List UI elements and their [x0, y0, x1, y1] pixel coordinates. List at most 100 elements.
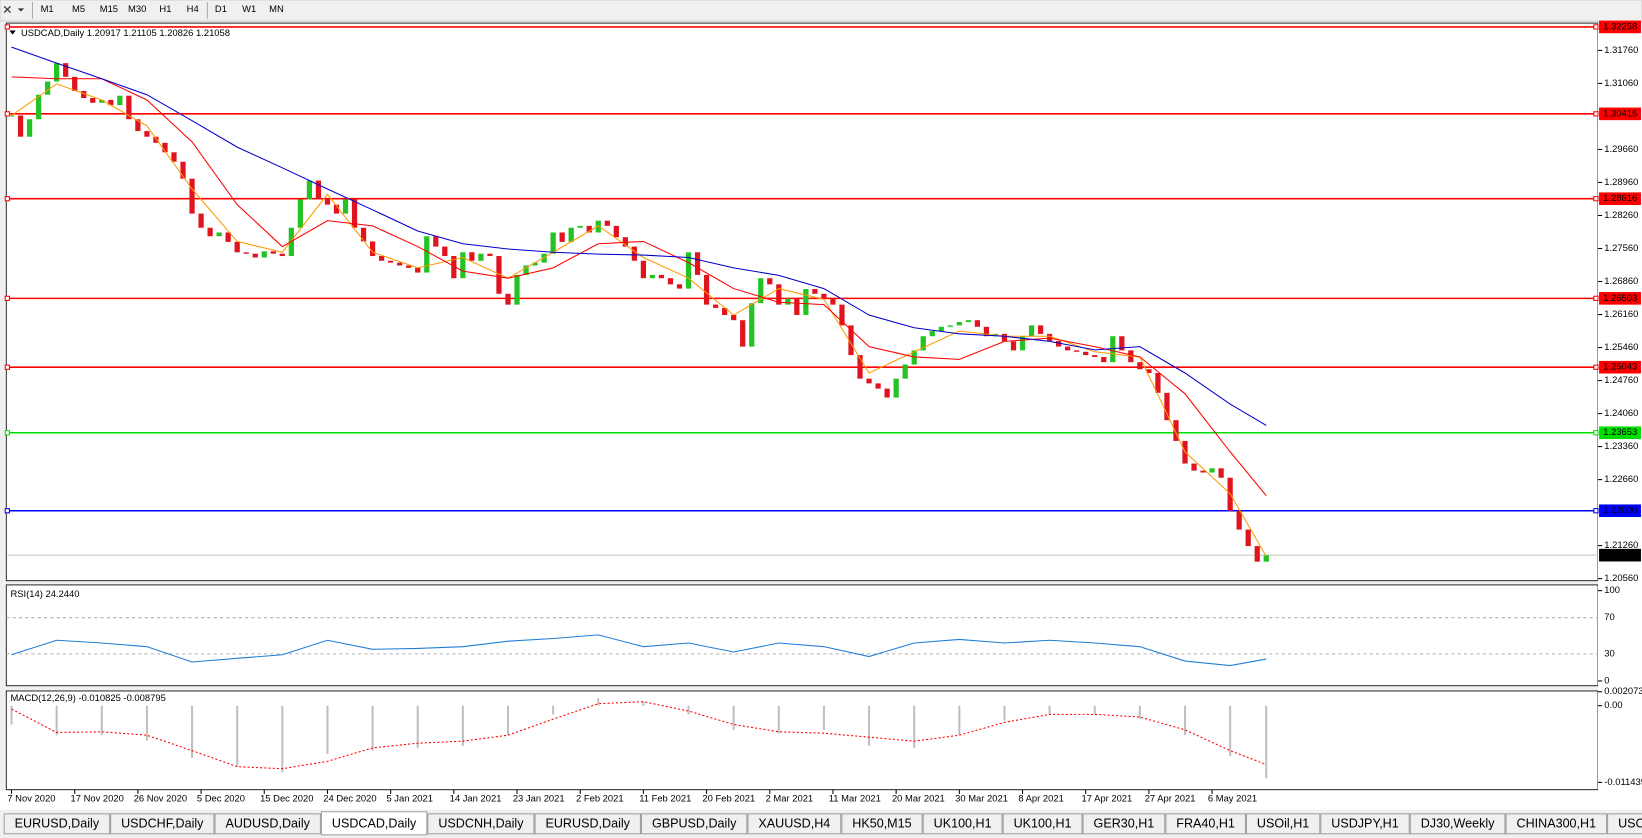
macd-bar	[1229, 705, 1232, 756]
chart-tab[interactable]	[922, 813, 1003, 835]
candle	[369, 241, 376, 257]
timeframe-button[interactable]: M5	[72, 3, 85, 14]
candle	[577, 225, 583, 228]
chart-menu-arrow[interactable]	[9, 30, 16, 35]
chart-tab[interactable]	[214, 813, 321, 835]
timeframe-button[interactable]: M15	[100, 3, 118, 14]
chart-tab[interactable]	[3, 813, 111, 835]
candle	[54, 63, 60, 82]
candle	[1245, 529, 1251, 547]
candle	[333, 204, 340, 214]
date-label: 24 Dec 2020	[323, 793, 376, 804]
chart-tab-label[interactable]: GER30,H1	[1094, 817, 1155, 831]
chart-tab-label[interactable]: XAUUSD,H4	[758, 817, 830, 831]
dropdown-icon[interactable]	[17, 8, 25, 12]
chart-tab-label[interactable]: DJ30,Weekly	[1421, 817, 1495, 831]
chart-tab-label[interactable]: UK100,H1	[934, 817, 992, 831]
candle	[207, 227, 213, 237]
price-tick-label: 1.31060	[1604, 77, 1638, 88]
chart-tab[interactable]	[110, 813, 215, 835]
chart-tab-label[interactable]: GBPUSD,Daily	[652, 817, 737, 831]
chart-tab[interactable]	[640, 813, 748, 835]
candle	[216, 232, 222, 237]
candle	[1092, 355, 1098, 357]
chart-tab[interactable]	[1002, 813, 1083, 835]
chart-tab-label[interactable]: EURUSD,Daily	[545, 817, 630, 831]
candle	[604, 220, 610, 226]
chart-tab[interactable]	[1505, 813, 1608, 835]
timeframe-button[interactable]: W1	[242, 3, 256, 14]
timeframe-button[interactable]: D1	[215, 3, 227, 14]
chart-tab[interactable]	[534, 813, 641, 835]
rsi-panel	[5, 584, 1599, 687]
chart-tab[interactable]	[1320, 813, 1410, 835]
level-price-box	[1599, 426, 1641, 440]
chart-tab[interactable]	[1082, 813, 1166, 835]
chart-tab-label[interactable]: USC	[1618, 817, 1642, 831]
chart-tab[interactable]	[747, 813, 842, 835]
toolbar	[0, 0, 1642, 22]
chart-tab-label[interactable]: USDCNH,Daily	[438, 817, 524, 831]
macd-bar	[506, 705, 510, 736]
macd-tick-label: 0.00	[1604, 699, 1622, 710]
chart-tab[interactable]	[1245, 813, 1321, 835]
chart-tab[interactable]	[1607, 813, 1642, 835]
chart-tab-label[interactable]: CHINA300,H1	[1517, 817, 1597, 831]
chart-tab-label[interactable]: AUDUSD,Daily	[225, 817, 310, 831]
candle	[685, 252, 692, 289]
chart-tab-label[interactable]: USDCAD,Daily	[332, 817, 417, 831]
chart-tab-label[interactable]: HK50,M15	[852, 817, 911, 831]
candle	[514, 274, 520, 305]
level-price-label: 1.30415	[1603, 107, 1637, 118]
date-label: 11 Mar 2021	[829, 793, 881, 804]
candle	[415, 267, 421, 273]
candle	[297, 199, 303, 228]
candle	[306, 180, 313, 200]
chart-tab-label[interactable]: UK100,H1	[1014, 817, 1072, 831]
candle	[758, 278, 764, 304]
price-tick-label: 1.25460	[1604, 341, 1638, 352]
timeframe-button[interactable]: H4	[187, 3, 199, 14]
macd-bar	[868, 705, 871, 746]
macd-bar	[371, 705, 374, 751]
chart-tab-label[interactable]: USOil,H1	[1257, 817, 1309, 831]
timeframe-button[interactable]: MN	[269, 3, 284, 14]
crosshair-icon[interactable]	[3, 5, 11, 14]
chart-tab[interactable]	[841, 813, 923, 835]
candle	[884, 388, 890, 398]
candle	[460, 252, 466, 279]
moving-average	[11, 46, 1267, 426]
candle	[261, 251, 267, 258]
macd-bar	[687, 705, 690, 715]
candle	[1137, 362, 1143, 370]
candle	[532, 262, 538, 266]
price-tick-label: 1.28960	[1604, 176, 1638, 187]
level-handle	[4, 508, 10, 514]
candle	[803, 289, 809, 315]
chart-tab-label[interactable]: USDJPY,H1	[1331, 817, 1398, 831]
price-tick-label: 1.26860	[1604, 275, 1638, 286]
candle	[821, 293, 827, 299]
timeframe-button[interactable]: M1	[41, 3, 54, 14]
timeframe-button[interactable]: M30	[128, 3, 146, 14]
candle	[586, 225, 592, 233]
chart-tab[interactable]	[1409, 813, 1506, 835]
level-price-label: 1.26503	[1603, 292, 1637, 303]
macd-bar	[1048, 705, 1051, 715]
chart-tab[interactable]	[1165, 813, 1246, 835]
timeframe-button[interactable]: H1	[159, 3, 171, 14]
chart-tab-label[interactable]: EURUSD,Daily	[15, 817, 100, 831]
chart-tab-label[interactable]: FRA40,H1	[1176, 817, 1235, 831]
candle	[929, 331, 935, 337]
level-price-box	[1599, 504, 1641, 518]
date-label: 30 Mar 2021	[955, 793, 1008, 804]
candle	[703, 274, 710, 305]
candle	[1074, 350, 1080, 352]
candle	[90, 98, 96, 103]
chart-tab-label[interactable]: USDCHF,Daily	[121, 817, 204, 831]
chart-tab[interactable]	[320, 811, 428, 836]
level-price-label: 1.28616	[1603, 192, 1637, 203]
candle	[505, 293, 511, 305]
rsi-header: RSI(14) 24.2440	[10, 588, 79, 599]
chart-tab[interactable]	[427, 813, 535, 835]
